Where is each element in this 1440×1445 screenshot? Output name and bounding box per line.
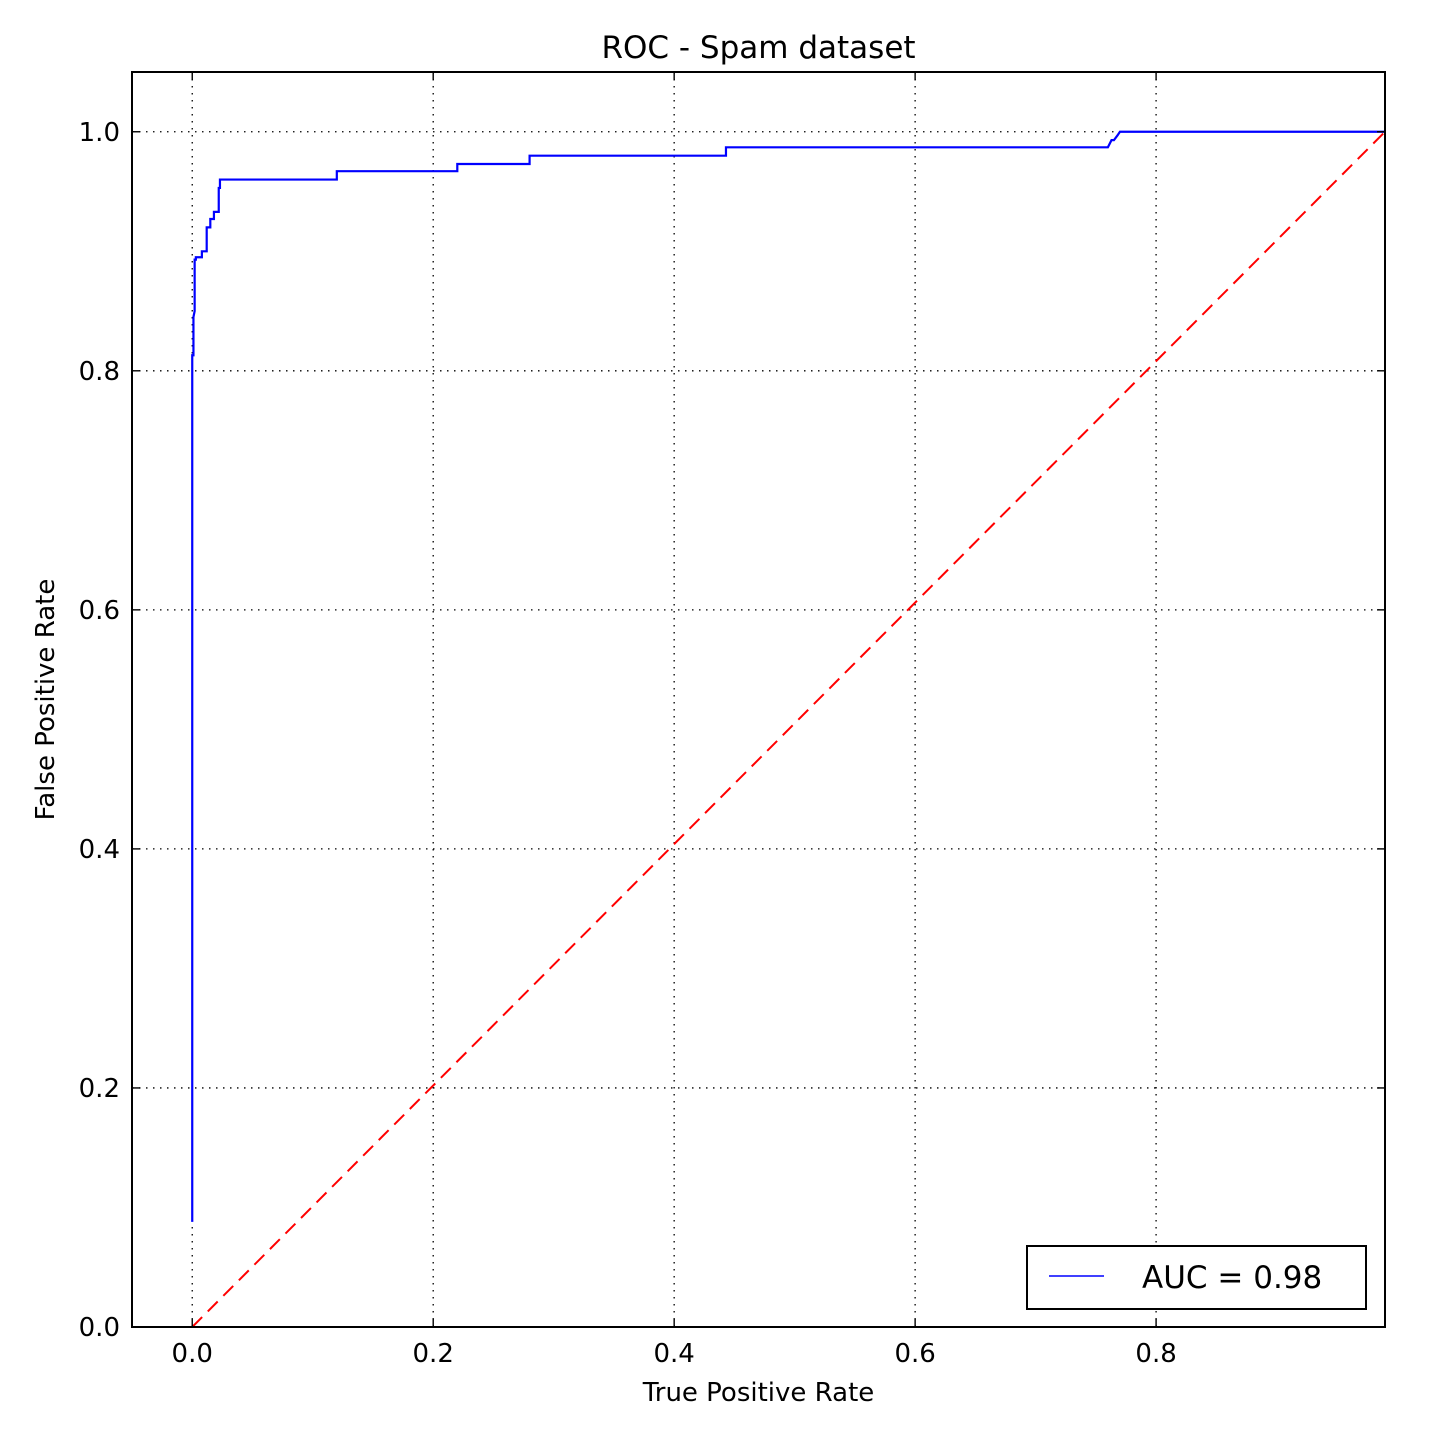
roc-curve-series: [191, 130, 1385, 1222]
series-layer: [191, 130, 1386, 1328]
y-tick-label: 1.0: [79, 118, 120, 148]
legend: AUC = 0.98: [1026, 1245, 1367, 1310]
legend-box: [1026, 1245, 1367, 1310]
x-axis-label: True Positive Rate: [642, 1378, 875, 1408]
chart-title: ROC - Spam dataset: [601, 30, 915, 66]
y-tick-label: 0.6: [79, 596, 120, 626]
chance-line-series: [191, 131, 1386, 1328]
y-axis-label: False Positive Rate: [31, 579, 61, 821]
x-tick-label: 0.8: [1135, 1339, 1176, 1369]
y-tick-label: 0.4: [79, 835, 120, 865]
plot-frame: [131, 71, 1386, 1328]
grid-layer: [132, 72, 1385, 1328]
x-tick-label: 0.4: [653, 1339, 694, 1369]
tick-layer: 0.0 0.2 0.4 0.6 0.8 0.0 0.2 0.4 0.6 0.8 1.0: [79, 72, 1385, 1369]
x-tick-label: 0.2: [413, 1339, 454, 1369]
y-tick-label: 0.8: [79, 357, 120, 387]
y-tick-label: 0.0: [79, 1313, 120, 1343]
x-tick-label: 0.0: [172, 1339, 213, 1369]
legend-label-auc: AUC = 0.98: [1142, 1260, 1322, 1296]
x-tick-label: 0.6: [894, 1339, 935, 1369]
y-tick-label: 0.2: [79, 1074, 120, 1104]
